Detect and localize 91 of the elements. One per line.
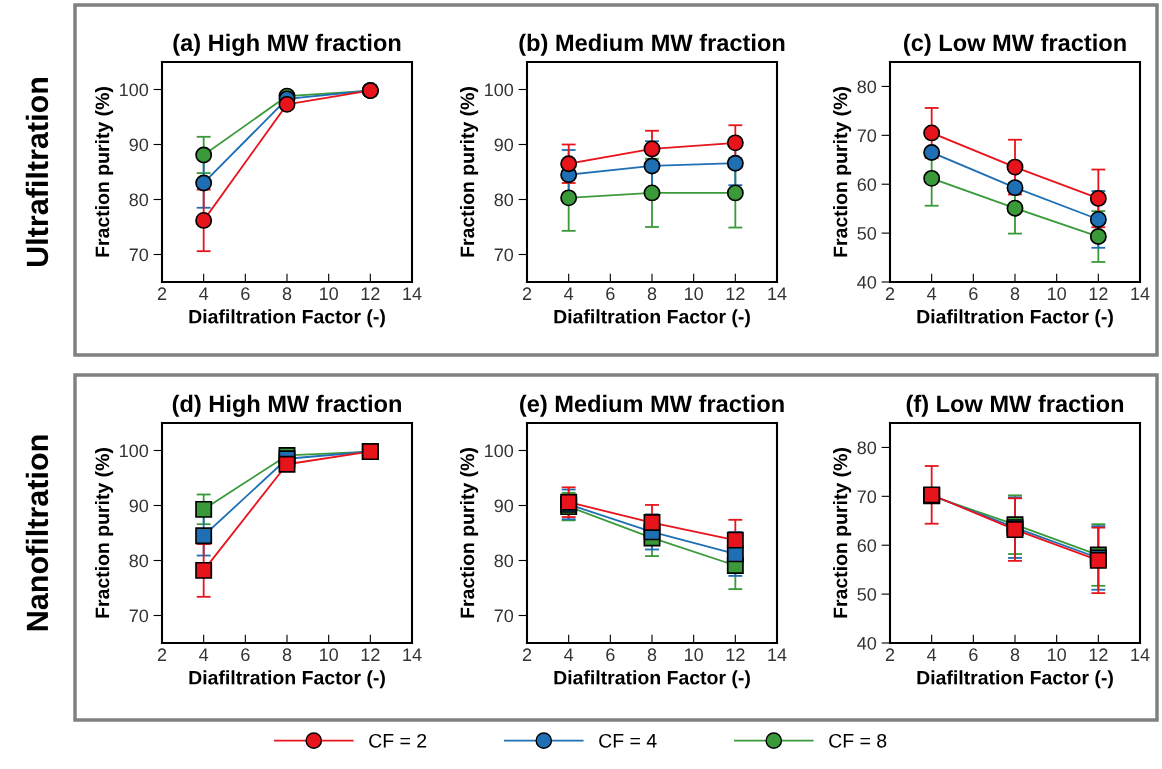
chart-title: (d) High MW fraction [172,394,401,417]
x-tick-label: 12 [726,648,745,661]
y-tick-label: 60 [857,539,877,552]
y-tick-label: 80 [857,441,877,455]
x-tick-label: 14 [403,287,422,300]
x-tick-label: 12 [1089,287,1108,300]
legend-label: CF = 8 [829,733,887,748]
x-tick-label: 4 [927,287,937,300]
chart-title: (c) Low MW fraction [904,33,1126,56]
x-tick-label: 2 [522,287,532,300]
y-tick-label: 50 [857,227,877,240]
y-tick-label: 70 [494,248,514,262]
y-tick-label: 70 [857,129,877,143]
y-tick-label: 100 [120,83,149,97]
x-tick-label: 4 [199,648,209,661]
y-tick-label: 80 [129,193,149,207]
x-tick-label: 6 [606,648,615,662]
x-axis-title: Diafiltration Factor (-) [189,670,385,689]
x-tick-label: 6 [606,287,615,301]
x-tick-label: 12 [726,287,745,300]
x-tick-label: 6 [969,648,978,662]
x-tick-label: 10 [1048,287,1066,301]
x-axis-title: Diafiltration Factor (-) [554,670,750,689]
y-tick-label: 70 [494,609,514,623]
x-tick-label: 6 [241,287,250,301]
y-tick-label: 100 [485,83,514,97]
y-tick-label: 70 [129,248,149,262]
legend-label: CF = 2 [369,733,427,748]
y-axis-title: Fraction purity (%) [460,87,479,257]
x-tick-label: 14 [768,287,787,300]
y-tick-label: 90 [129,138,149,152]
y-tick-label: 80 [129,554,149,568]
x-tick-label: 4 [199,287,209,300]
y-tick-label: 70 [129,609,149,623]
x-axis-title: Diafiltration Factor (-) [189,309,385,328]
y-tick-label: 40 [857,275,877,289]
chart-title: (f) Low MW fraction [906,394,1124,417]
x-tick-label: 8 [1010,287,1020,301]
x-tick-label: 8 [647,287,657,301]
x-tick-label: 14 [1131,648,1150,661]
text: Nanofiltration [25,435,49,631]
x-tick-label: 8 [282,287,292,301]
x-tick-label: 14 [768,648,787,661]
y-axis-title: Fraction purity (%) [833,87,852,257]
chart-title: (b) Medium MW fraction [519,33,785,56]
x-tick-label: 14 [1131,287,1150,300]
y-axis-title: Fraction purity (%) [95,448,114,618]
chart-title: (e) Medium MW fraction [520,394,784,417]
y-axis-title: Fraction purity (%) [95,87,114,257]
x-tick-label: 2 [885,648,895,661]
x-tick-label: 4 [564,287,574,300]
y-tick-label: 100 [485,444,514,458]
y-tick-label: 90 [494,499,514,513]
x-tick-label: 10 [685,648,703,662]
x-tick-label: 2 [157,287,167,300]
chart-title: (a) High MW fraction [173,33,401,56]
text: Ultrafiltration [25,77,49,267]
x-tick-label: 10 [320,648,338,662]
x-axis-title: Diafiltration Factor (-) [917,670,1113,689]
y-tick-label: 40 [857,636,877,650]
x-tick-label: 6 [241,648,250,662]
x-tick-label: 10 [685,287,703,301]
legend-label: CF = 4 [599,733,657,748]
x-tick-label: 8 [647,648,657,662]
x-tick-label: 2 [885,287,895,300]
y-tick-label: 90 [129,499,149,513]
y-tick-label: 80 [494,554,514,568]
x-tick-label: 10 [320,287,338,301]
y-tick-label: 60 [857,178,877,191]
y-tick-label: 80 [494,193,514,207]
y-axis-title: Fraction purity (%) [833,448,852,618]
x-tick-label: 12 [361,287,380,300]
x-tick-label: 14 [403,648,422,661]
x-tick-label: 2 [157,648,167,661]
x-tick-label: 4 [927,648,937,661]
x-axis-title: Diafiltration Factor (-) [554,309,750,328]
x-tick-label: 10 [1048,648,1066,662]
y-axis-title: Fraction purity (%) [460,448,479,618]
x-axis-title: Diafiltration Factor (-) [917,309,1113,328]
y-tick-label: 50 [857,588,877,601]
y-tick-label: 80 [857,80,877,94]
x-tick-label: 12 [361,648,380,661]
x-tick-label: 8 [282,648,292,662]
y-tick-label: 90 [494,138,514,152]
x-tick-label: 12 [1089,648,1108,661]
y-tick-label: 100 [120,444,149,458]
x-tick-label: 4 [564,648,574,661]
x-tick-label: 8 [1010,648,1020,662]
y-tick-label: 70 [857,490,877,504]
x-tick-label: 6 [969,287,978,301]
x-tick-label: 2 [522,648,532,661]
